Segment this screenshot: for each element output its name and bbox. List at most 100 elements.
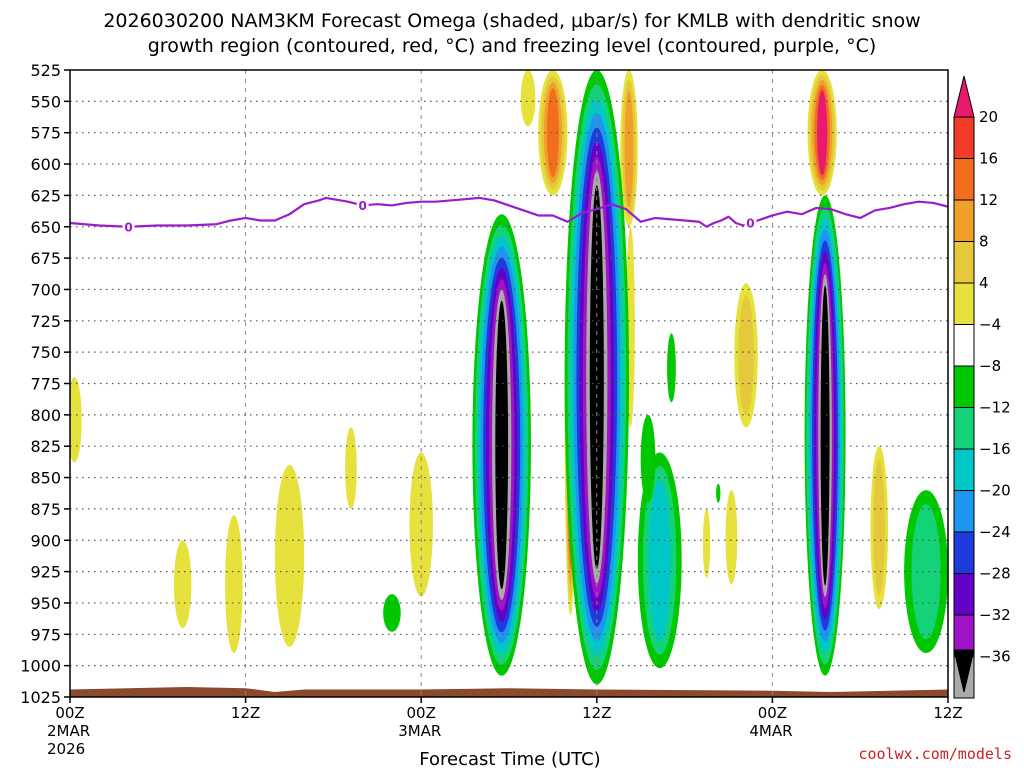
y-tick-label: 825 bbox=[30, 437, 61, 456]
colorbar-swatch bbox=[953, 490, 975, 533]
colorbar-swatch bbox=[953, 116, 975, 159]
colorbar-label: 16 bbox=[979, 150, 998, 168]
colorbar: 20 16 12 8 4 −4 −8 −12 −16 −20 −24 −28 −32 −36 bbox=[953, 75, 1011, 699]
freezing-label-bg bbox=[744, 214, 757, 231]
y-tick-label: 625 bbox=[30, 186, 61, 205]
colorbar-label: 12 bbox=[979, 191, 998, 209]
colorbar-label: 8 bbox=[979, 233, 989, 251]
y-tick-label: 1025 bbox=[20, 688, 61, 707]
omega-feature bbox=[734, 283, 758, 428]
omega-feature bbox=[725, 490, 738, 585]
y-tick-label: 1000 bbox=[20, 657, 61, 676]
omega-contour-level bbox=[70, 377, 82, 463]
y-tick-label: 575 bbox=[30, 124, 61, 143]
y-tick-label: 950 bbox=[30, 594, 61, 613]
y-tick-label: 650 bbox=[30, 218, 61, 237]
omega-feature bbox=[538, 70, 568, 196]
grid-lines bbox=[70, 70, 948, 697]
omega-feature bbox=[870, 446, 889, 610]
x-axis-title: Forecast Time (UTC) bbox=[419, 749, 600, 768]
freezing-level-label: 0 bbox=[124, 220, 132, 234]
colorbar-swatch bbox=[953, 365, 975, 408]
y-tick-label: 875 bbox=[30, 500, 61, 519]
y-tick-label: 850 bbox=[30, 469, 61, 488]
x-tick-label: 00Z bbox=[55, 704, 84, 722]
credit-text: coolwx.com/models bbox=[858, 745, 1012, 763]
freezing-level-line bbox=[70, 196, 948, 228]
colorbar-swatch bbox=[953, 531, 975, 574]
omega-contour-level bbox=[640, 414, 656, 503]
freezing-label-bg bbox=[356, 197, 369, 214]
colorbar-label: −16 bbox=[979, 440, 1011, 458]
y-tick-label: 975 bbox=[30, 625, 61, 644]
y-tick-label: 550 bbox=[30, 92, 61, 111]
omega-contour-level bbox=[520, 70, 536, 127]
y-axis: 525 550 575 600 625 650 675 700 725 750 775 800 825 8… bbox=[20, 61, 70, 707]
ground-layer bbox=[70, 686, 948, 697]
colorbar-top-arrow bbox=[953, 75, 975, 118]
chart-title-line1: 2026030200 NAM3KM Forecast Omega (shaded… bbox=[103, 10, 920, 32]
omega-feature bbox=[804, 195, 846, 676]
omega-contour-level bbox=[624, 89, 634, 208]
colorbar-label: −12 bbox=[979, 399, 1011, 417]
omega-feature bbox=[70, 377, 82, 463]
y-tick-label: 725 bbox=[30, 312, 61, 331]
colorbar-swatch bbox=[953, 158, 975, 201]
colorbar-swatch bbox=[953, 573, 975, 616]
colorbar-label: −28 bbox=[979, 565, 1011, 583]
colorbar-label: −24 bbox=[979, 523, 1011, 541]
omega-feature bbox=[667, 333, 676, 403]
omega-contour-level bbox=[667, 333, 676, 403]
omega-contour-level bbox=[274, 465, 305, 647]
omega-contour-level bbox=[495, 300, 509, 590]
colorbar-swatch bbox=[953, 448, 975, 491]
omega-feature bbox=[345, 427, 357, 509]
chart-title-line2: growth region (contoured, red, °C) and f… bbox=[148, 35, 877, 57]
omega-contour-level bbox=[873, 460, 886, 596]
omega-feature bbox=[173, 540, 192, 629]
omega-feature bbox=[409, 452, 433, 597]
y-tick-label: 925 bbox=[30, 563, 61, 582]
y-tick-label: 700 bbox=[30, 280, 61, 299]
omega-feature bbox=[640, 414, 656, 503]
x-tick-label: 00Z bbox=[758, 704, 787, 722]
ground-surface bbox=[70, 686, 948, 697]
colorbar-label: −32 bbox=[979, 606, 1011, 624]
x-tick-date: 4MAR bbox=[749, 722, 792, 740]
omega-feature bbox=[702, 508, 711, 578]
omega-contour-level bbox=[546, 88, 559, 177]
omega-feature bbox=[620, 70, 638, 227]
omega-feature bbox=[225, 515, 243, 654]
omega-contour-level bbox=[716, 483, 721, 503]
x-tick-date: 2MAR bbox=[47, 722, 90, 740]
colorbar-label: 4 bbox=[979, 274, 989, 292]
x-tick-label: 12Z bbox=[231, 704, 260, 722]
y-tick-label: 775 bbox=[30, 375, 61, 394]
x-tick-label: 12Z bbox=[582, 704, 611, 722]
colorbar-swatch bbox=[953, 407, 975, 450]
omega-feature bbox=[904, 490, 948, 654]
omega-contour-level bbox=[409, 452, 433, 597]
omega-feature bbox=[383, 594, 401, 632]
omega-contour-level bbox=[911, 504, 941, 640]
omega-feature bbox=[716, 483, 721, 503]
omega-contour-level bbox=[738, 295, 754, 415]
colorbar-label: 20 bbox=[979, 108, 998, 126]
omega-feature bbox=[637, 452, 682, 669]
colorbar-label: −20 bbox=[979, 482, 1011, 500]
omega-feature bbox=[472, 214, 531, 676]
freezing-level-label: 0 bbox=[746, 216, 754, 230]
freezing-level-label: 0 bbox=[358, 199, 366, 213]
colorbar-label: −8 bbox=[979, 357, 1001, 375]
colorbar-swatch bbox=[953, 282, 975, 325]
omega-contour-level bbox=[173, 540, 192, 629]
freezing-label-bg bbox=[122, 218, 135, 235]
colorbar-swatch bbox=[953, 199, 975, 242]
colorbar-label: −36 bbox=[979, 648, 1011, 666]
y-tick-label: 900 bbox=[30, 531, 61, 550]
x-tick-label: 00Z bbox=[407, 704, 436, 722]
omega-feature bbox=[520, 70, 536, 127]
y-tick-label: 525 bbox=[30, 61, 61, 80]
